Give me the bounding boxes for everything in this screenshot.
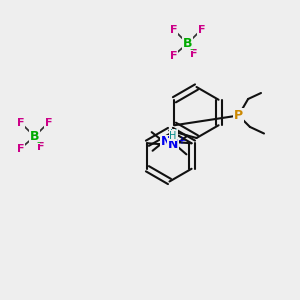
Text: F: F [45,118,52,128]
Text: F: F [17,144,24,154]
Text: F: F [198,25,205,34]
Text: P: P [234,109,243,122]
Text: +: + [170,135,178,145]
Text: N: N [161,135,171,148]
Text: F: F [17,118,24,128]
Text: F: F [170,25,177,34]
Text: B: B [183,37,192,50]
Text: -: - [36,137,40,148]
Text: H: H [170,129,177,139]
Text: N: N [168,138,178,151]
Text: -: - [189,44,193,55]
Text: F: F [170,51,177,61]
Text: F: F [190,49,198,59]
Text: B: B [30,130,39,143]
Text: +: + [177,136,185,146]
Text: H: H [169,131,177,141]
Text: F: F [37,142,45,152]
